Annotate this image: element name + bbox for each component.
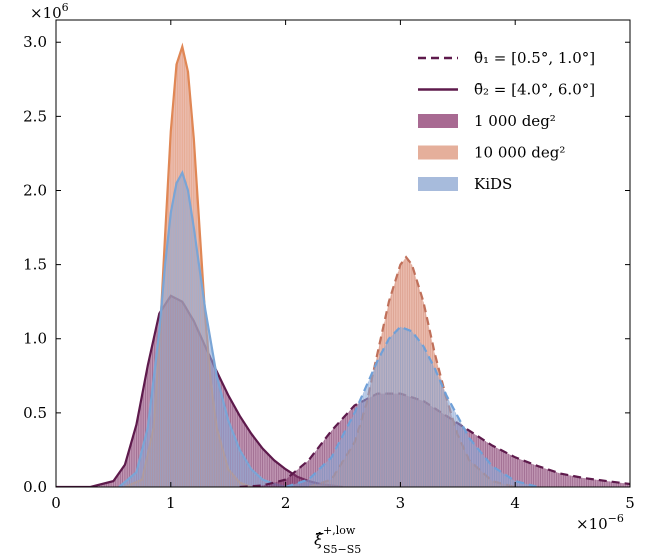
- legend-label-0: θ̄₁ = [0.5°, 1.0°]: [474, 49, 595, 67]
- x-axis-label-sub: S5−S5: [323, 543, 361, 556]
- legend-entry-2: 1 000 deg²: [418, 112, 556, 130]
- x-tick-label-2: 2: [281, 494, 291, 512]
- x-tick-label-1: 1: [166, 494, 176, 512]
- legend-entry-4: KiDS: [418, 175, 512, 193]
- series-5: [285, 325, 539, 487]
- series-2-line: [118, 169, 286, 487]
- legend-label-2: 1 000 deg²: [474, 112, 556, 130]
- y-tick-label-0: 0.0: [23, 478, 47, 496]
- y-scale-label: ×106: [30, 1, 69, 22]
- x-tick-label-4: 4: [510, 494, 520, 512]
- series-layer: [56, 42, 630, 487]
- legend-label-1: θ̄₂ = [4.0°, 6.0°]: [474, 81, 595, 99]
- x-tick-label-3: 3: [396, 494, 406, 512]
- x-tick-label-0: 0: [51, 494, 61, 512]
- ticks-layer: 0 1 2 3 4 5 0.0 0.5 1.0 1.5 2.0 2.5 3.0: [23, 20, 635, 512]
- y-tick-label-3: 1.5: [23, 256, 47, 274]
- legend-label-3: 10 000 deg²: [474, 144, 565, 162]
- plot-frame: [55, 19, 631, 488]
- y-tick-label-2: 1.0: [23, 330, 47, 348]
- legend-entry-3: 10 000 deg²: [418, 144, 565, 162]
- x-axis-label-symbol: ξ̂: [314, 530, 324, 549]
- y-tick-label-1: 0.5: [23, 404, 47, 422]
- x-tick-label-5: 5: [625, 494, 635, 512]
- legend-swatch-3: [418, 145, 458, 160]
- legend: θ̄₁ = [0.5°, 1.0°] θ̄₂ = [4.0°, 6.0°] 1 00…: [418, 49, 595, 193]
- series-5-line: [285, 325, 539, 487]
- legend-label-4: KiDS: [474, 175, 512, 193]
- legend-entry-1: θ̄₂ = [4.0°, 6.0°]: [418, 81, 595, 99]
- series-2: [118, 169, 286, 487]
- y-tick-label-6: 3.0: [23, 33, 47, 51]
- series-2-area: [119, 172, 286, 487]
- legend-swatch-2: [418, 114, 458, 128]
- x-axis-label-sup: +,low: [323, 524, 356, 537]
- series-5-area: [285, 326, 539, 487]
- legend-entry-0: θ̄₁ = [0.5°, 1.0°]: [418, 49, 595, 67]
- legend-swatch-4: [418, 177, 458, 191]
- y-tick-label-4: 2.0: [23, 181, 47, 199]
- y-tick-label-5: 2.5: [23, 107, 47, 125]
- x-scale-label: ×10−6: [576, 512, 624, 533]
- x-axis-label: ξ̂ +,low S5−S5: [314, 524, 361, 556]
